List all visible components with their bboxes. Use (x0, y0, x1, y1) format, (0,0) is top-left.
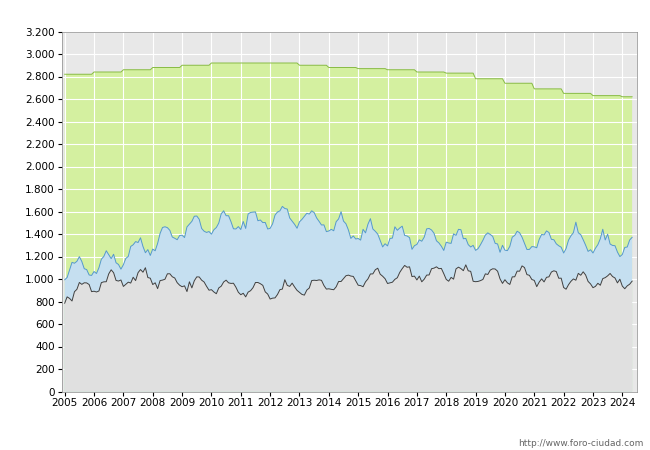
Text: Malpartida de Cáceres - Evolucion de la poblacion en edad de Trabajar Mayo de 20: Malpartida de Cáceres - Evolucion de la … (82, 10, 568, 21)
Text: http://www.foro-ciudad.com: http://www.foro-ciudad.com (518, 439, 644, 448)
